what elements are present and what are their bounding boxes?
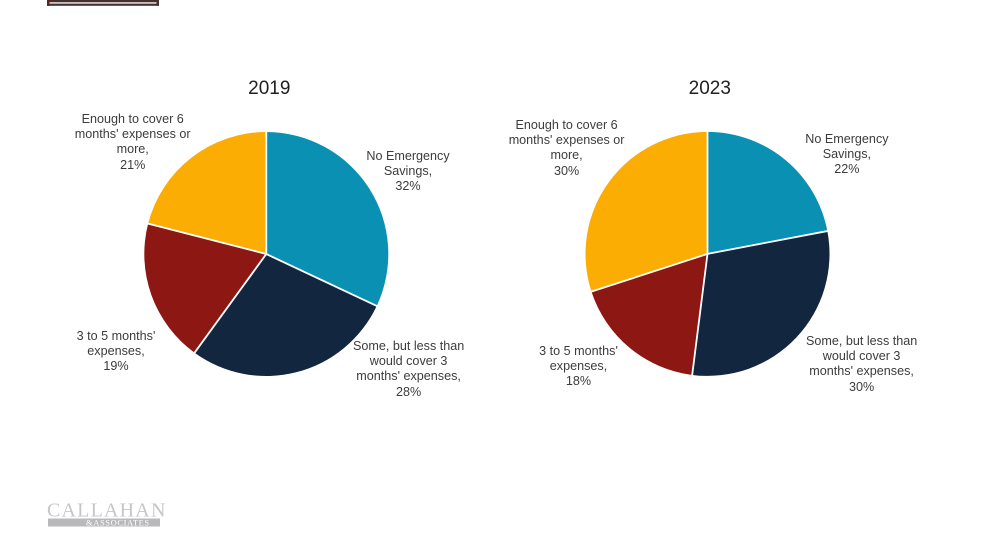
svg-text:CALLAHAN: CALLAHAN bbox=[47, 500, 167, 522]
svg-text:&ASSOCIATES: &ASSOCIATES bbox=[86, 518, 150, 528]
